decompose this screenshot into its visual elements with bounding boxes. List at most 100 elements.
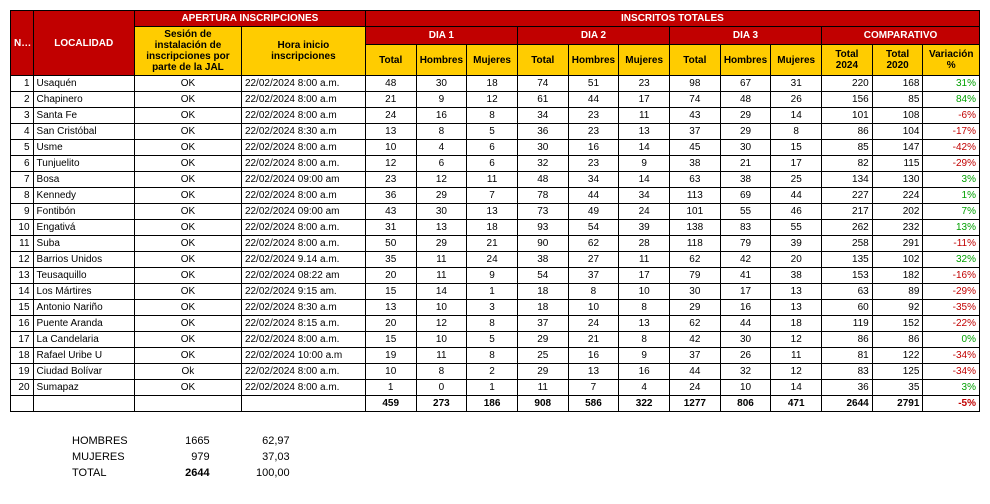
cell-d2-2: 14 <box>619 140 670 156</box>
cell-d2-1: 21 <box>568 332 619 348</box>
table-row: 12Barrios UnidosOK22/02/2024 9.14 a.m.35… <box>11 252 980 268</box>
cell-d1-0: 31 <box>365 220 416 236</box>
cell-d3-2: 55 <box>771 220 822 236</box>
summary-row-total: TOTAL 2644 100,00 <box>72 466 310 480</box>
cell-loc: Tunjuelito <box>33 156 134 172</box>
cell-ses: Ok <box>134 364 241 380</box>
cell-d3-1: 79 <box>720 236 771 252</box>
cell-d1-2: 18 <box>467 220 518 236</box>
cell-d2-2: 11 <box>619 252 670 268</box>
cell-d2-2: 9 <box>619 348 670 364</box>
cell-t24: 258 <box>822 236 873 252</box>
cell-var: -17% <box>923 124 980 140</box>
hdr-dia1: DIA 1 <box>365 27 517 45</box>
cell-no: 13 <box>11 268 34 284</box>
summary-hombres-n: 1665 <box>150 434 230 448</box>
cell-ses: OK <box>134 268 241 284</box>
cell-no: 16 <box>11 316 34 332</box>
cell-loc: Los Mártires <box>33 284 134 300</box>
cell-d2-2: 16 <box>619 364 670 380</box>
cell-d3-1: 30 <box>720 332 771 348</box>
cell-t24: 63 <box>822 284 873 300</box>
cell-d3-2: 8 <box>771 124 822 140</box>
cell-ses: OK <box>134 284 241 300</box>
cell-d1-1: 11 <box>416 268 467 284</box>
cell-var: 7% <box>923 204 980 220</box>
tot-t24: 2644 <box>822 396 873 412</box>
cell-hora: 22/02/2024 09:00 am <box>241 204 365 220</box>
cell-d1-2: 6 <box>467 140 518 156</box>
cell-d3-0: 63 <box>669 172 720 188</box>
cell-d1-2: 7 <box>467 188 518 204</box>
cell-d3-0: 62 <box>669 316 720 332</box>
cell-d2-2: 23 <box>619 76 670 92</box>
cell-d2-1: 49 <box>568 204 619 220</box>
cell-d2-1: 23 <box>568 156 619 172</box>
cell-hora: 22/02/2024 09:00 am <box>241 172 365 188</box>
tot-d3-0: 1277 <box>669 396 720 412</box>
cell-t20: 125 <box>872 364 923 380</box>
summary-total-label: TOTAL <box>72 466 148 480</box>
cell-d3-1: 29 <box>720 108 771 124</box>
cell-loc: Chapinero <box>33 92 134 108</box>
cell-no: 8 <box>11 188 34 204</box>
cell-d2-0: 18 <box>517 284 568 300</box>
cell-d3-1: 26 <box>720 348 771 364</box>
cell-d2-0: 18 <box>517 300 568 316</box>
cell-d3-1: 55 <box>720 204 771 220</box>
cell-d2-0: 38 <box>517 252 568 268</box>
table-row: 13TeusaquilloOK22/02/2024 08:22 am201195… <box>11 268 980 284</box>
cell-d3-0: 24 <box>669 380 720 396</box>
cell-d1-0: 13 <box>365 300 416 316</box>
cell-t20: 232 <box>872 220 923 236</box>
cell-d3-2: 17 <box>771 156 822 172</box>
cell-d3-0: 30 <box>669 284 720 300</box>
cell-t24: 83 <box>822 364 873 380</box>
cell-d3-1: 30 <box>720 140 771 156</box>
hdr-d2-total: Total <box>517 45 568 76</box>
cell-t24: 36 <box>822 380 873 396</box>
cell-loc: Puente Aranda <box>33 316 134 332</box>
cell-d3-2: 44 <box>771 188 822 204</box>
cell-d3-1: 32 <box>720 364 771 380</box>
cell-hora: 22/02/2024 8:00 a.m. <box>241 156 365 172</box>
cell-d1-2: 1 <box>467 380 518 396</box>
cell-d1-1: 12 <box>416 172 467 188</box>
cell-d1-2: 11 <box>467 172 518 188</box>
cell-d2-2: 28 <box>619 236 670 252</box>
cell-d3-0: 38 <box>669 156 720 172</box>
summary-row-hombres: HOMBRES 1665 62,97 <box>72 434 310 448</box>
cell-d2-0: 73 <box>517 204 568 220</box>
totals-row: 459273186908586322127780647126442791-5% <box>11 396 980 412</box>
cell-d3-0: 44 <box>669 364 720 380</box>
cell-d3-0: 37 <box>669 124 720 140</box>
cell-d2-0: 30 <box>517 140 568 156</box>
cell-var: 3% <box>923 380 980 396</box>
cell-hora: 22/02/2024 8:30 a.m <box>241 300 365 316</box>
cell-d3-2: 38 <box>771 268 822 284</box>
cell-ses: OK <box>134 76 241 92</box>
summary-mujeres-p: 37,03 <box>230 450 310 464</box>
cell-t24: 262 <box>822 220 873 236</box>
cell-loc: Teusaquillo <box>33 268 134 284</box>
cell-d3-1: 16 <box>720 300 771 316</box>
table-row: 5UsmeOK22/02/2024 8:00 a.m10463016144530… <box>11 140 980 156</box>
cell-d2-2: 34 <box>619 188 670 204</box>
cell-t20: 202 <box>872 204 923 220</box>
tot-d1-2: 186 <box>467 396 518 412</box>
cell-no: 4 <box>11 124 34 140</box>
cell-var: -16% <box>923 268 980 284</box>
hdr-apertura: APERTURA INSCRIPCIONES <box>134 11 365 27</box>
cell-d2-0: 37 <box>517 316 568 332</box>
cell-empty <box>33 396 134 412</box>
cell-d1-1: 29 <box>416 188 467 204</box>
cell-var: 13% <box>923 220 980 236</box>
cell-var: -22% <box>923 316 980 332</box>
cell-t24: 217 <box>822 204 873 220</box>
cell-d3-2: 15 <box>771 140 822 156</box>
summary-total-n: 2644 <box>150 466 230 480</box>
cell-d1-0: 10 <box>365 364 416 380</box>
table-row: 10EngativáOK22/02/2024 8:00 a.m.31131893… <box>11 220 980 236</box>
cell-hora: 22/02/2024 9.14 a.m. <box>241 252 365 268</box>
cell-d3-0: 43 <box>669 108 720 124</box>
